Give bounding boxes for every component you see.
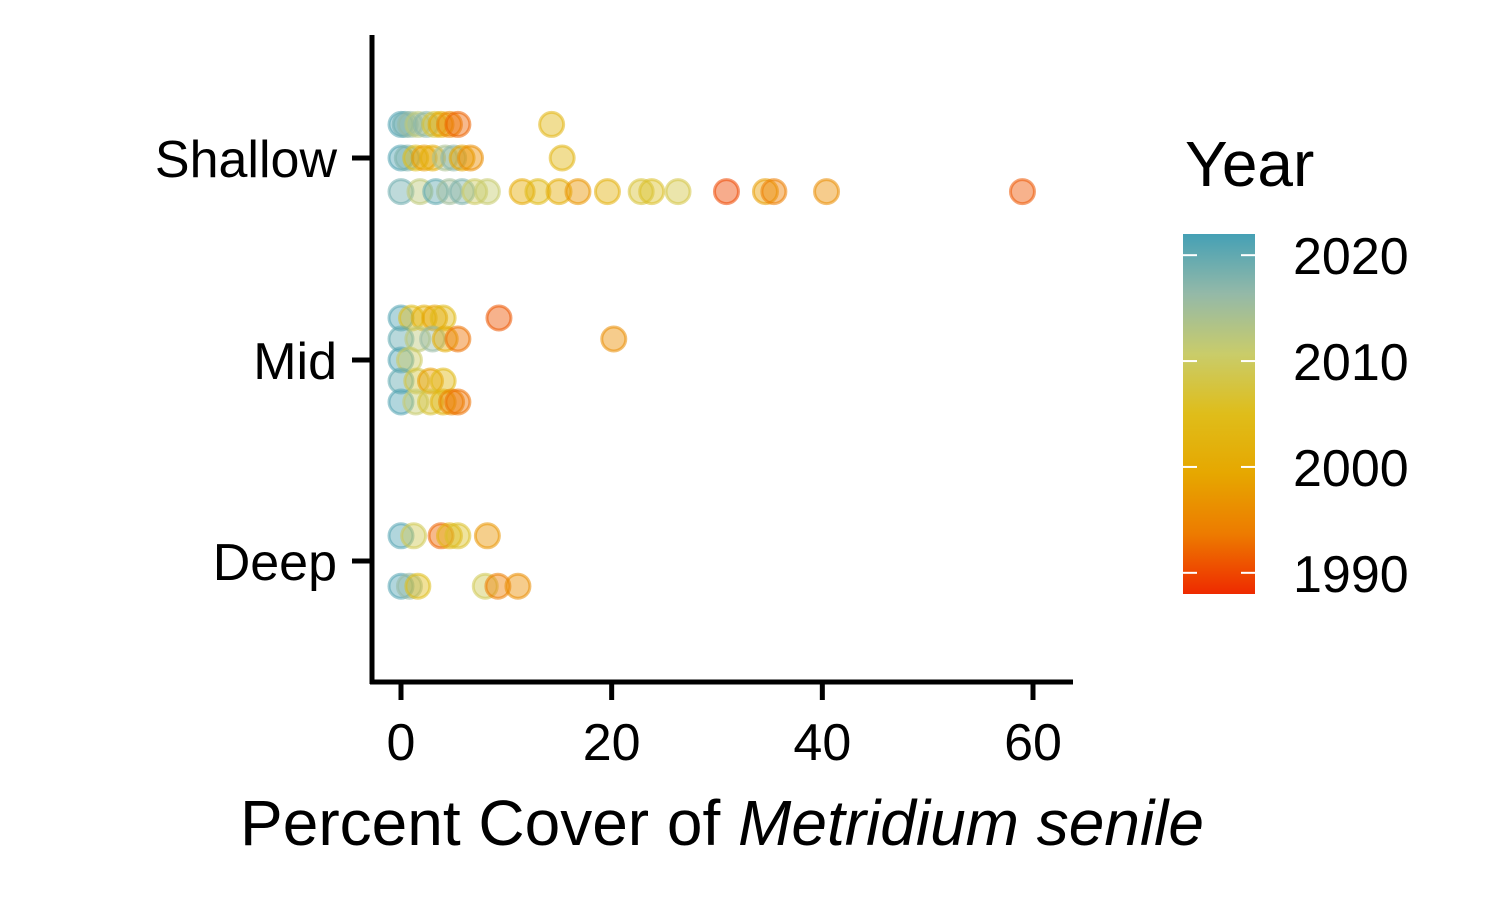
data-point: [444, 325, 472, 353]
legend-colorbar: [1183, 234, 1255, 594]
data-point: [448, 144, 476, 172]
data-point: [473, 178, 501, 206]
data-point: [504, 572, 532, 600]
data-point: [1008, 178, 1036, 206]
data-point: [387, 346, 415, 374]
data-point: [403, 367, 431, 395]
data-point: [438, 388, 466, 416]
data-point: [751, 178, 779, 206]
legend-ticks: 2020 2010 2000 1990: [1183, 228, 1409, 604]
data-point: [422, 178, 450, 206]
data-point: [404, 572, 432, 600]
x-ticks-layer: 0 20 40 60: [387, 682, 1062, 772]
points-layer: [387, 110, 1036, 600]
legend-title: Year: [1185, 128, 1314, 200]
data-point: [444, 110, 472, 138]
data-point: [400, 522, 428, 550]
data-point: [457, 144, 485, 172]
x-tick-label: 60: [1004, 714, 1062, 772]
x-tick-label: 0: [387, 714, 416, 772]
data-point: [760, 178, 788, 206]
y-tick-label: Shallow: [155, 131, 338, 189]
data-point: [593, 178, 621, 206]
data-point: [421, 304, 449, 332]
data-point: [524, 178, 552, 206]
data-point: [429, 304, 457, 332]
data-point: [485, 304, 513, 332]
data-point: [813, 178, 841, 206]
data-point: [664, 178, 692, 206]
legend-tick-label: 2000: [1293, 440, 1409, 498]
legend-tick-label: 2010: [1293, 334, 1409, 392]
data-point: [444, 522, 472, 550]
data-point: [387, 178, 415, 206]
y-ticks-layer: Deep Mid Shallow: [155, 131, 372, 592]
year-legend: Year 2020 2010 2000 1990: [1183, 128, 1409, 604]
y-tick-label: Deep: [213, 534, 337, 592]
x-tick-label: 40: [793, 714, 851, 772]
x-tick-label: 20: [583, 714, 641, 772]
legend-tick-label: 2020: [1293, 228, 1409, 286]
x-axis-title-species: Metridium senile: [738, 787, 1204, 859]
data-point: [484, 572, 512, 600]
data-point: [548, 144, 576, 172]
data-point: [395, 572, 423, 600]
x-axis-title: Percent Cover of Metridium senile: [240, 787, 1204, 859]
data-point: [564, 178, 592, 206]
x-axis-title-prefix: Percent Cover of: [240, 787, 738, 859]
data-point: [435, 522, 463, 550]
data-point: [435, 110, 463, 138]
y-tick-label: Mid: [253, 333, 337, 391]
data-point: [473, 522, 501, 550]
data-point: [410, 144, 438, 172]
data-point: [538, 110, 566, 138]
data-point: [444, 388, 472, 416]
data-point: [638, 178, 666, 206]
data-point: [545, 178, 573, 206]
legend-tick-label: 1990: [1293, 546, 1409, 604]
data-point: [600, 325, 628, 353]
data-point: [712, 178, 740, 206]
